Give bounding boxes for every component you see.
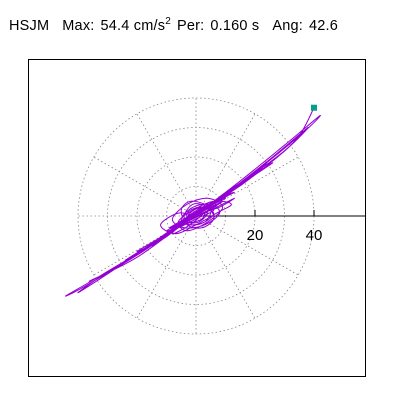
station-code: HSJM	[9, 18, 50, 34]
angle-value: 42.6	[308, 18, 339, 34]
max-unit: cm/s	[133, 18, 166, 34]
chart-header: HSJM Max: 54.4 cm/s2 Per: 0.160 s Ang: 42.6	[9, 16, 339, 35]
plot-frame	[28, 59, 366, 377]
angle-label: Ang:	[272, 18, 303, 34]
grid-spoke-150	[93, 156, 197, 217]
period-label: Per:	[176, 18, 205, 34]
max-label: Max:	[62, 18, 95, 34]
max-value: 54.4	[100, 18, 130, 34]
tick-label-40: 40	[306, 227, 323, 244]
tick-labels: 20 40	[247, 227, 323, 244]
period-value: 0.160 s	[210, 18, 260, 34]
max-unit-exponent: 2	[165, 16, 171, 27]
grid-spoke-120	[136, 113, 197, 217]
x-axis	[196, 210, 365, 217]
orbit-trace	[65, 107, 321, 297]
end-marker	[311, 104, 317, 111]
grid-spoke-330	[195, 215, 299, 276]
tick-label-20: 20	[247, 227, 264, 244]
